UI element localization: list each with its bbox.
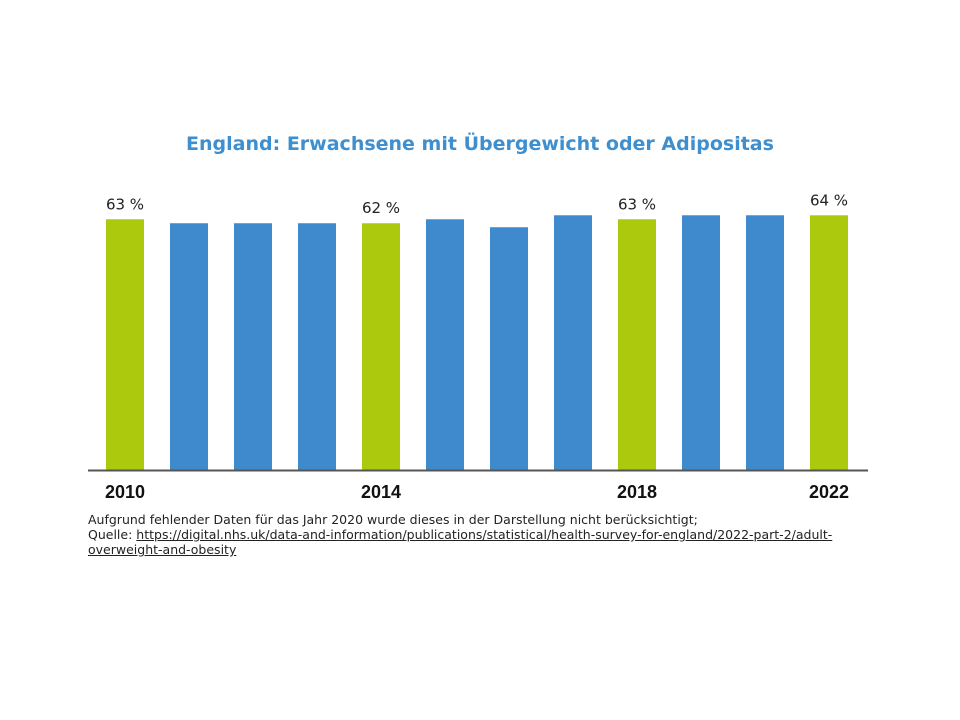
bar-2017 [554, 215, 592, 470]
tick-label-2010: 2010 [105, 482, 145, 502]
bar-2013 [298, 223, 336, 470]
bar-2012 [234, 223, 272, 470]
bar-2021 [746, 215, 784, 470]
bar-2022 [810, 215, 848, 470]
data-label-2022: 64 % [810, 191, 848, 209]
bar-2011 [170, 223, 208, 470]
bar-2018 [618, 219, 656, 470]
footnote-text: Aufgrund fehlender Daten für das Jahr 20… [88, 512, 698, 527]
source-link[interactable]: https://digital.nhs.uk/data-and-informat… [88, 527, 833, 557]
footnote: Aufgrund fehlender Daten für das Jahr 20… [88, 512, 868, 557]
chart-title: England: Erwachsene mit Übergewicht oder… [186, 133, 774, 155]
data-label-2014: 62 % [362, 199, 400, 217]
source-label: Quelle: [88, 527, 137, 542]
tick-label-2018: 2018 [617, 482, 657, 502]
bar-2010 [106, 219, 144, 470]
tick-label-2014: 2014 [361, 482, 401, 502]
bar-2014 [362, 223, 400, 470]
data-label-2010: 63 % [106, 195, 144, 213]
bar-2016 [490, 227, 528, 470]
bar-2015 [426, 219, 464, 470]
tick-label-2022: 2022 [809, 482, 849, 502]
data-label-2018: 63 % [618, 195, 656, 213]
bar-2019 [682, 215, 720, 470]
